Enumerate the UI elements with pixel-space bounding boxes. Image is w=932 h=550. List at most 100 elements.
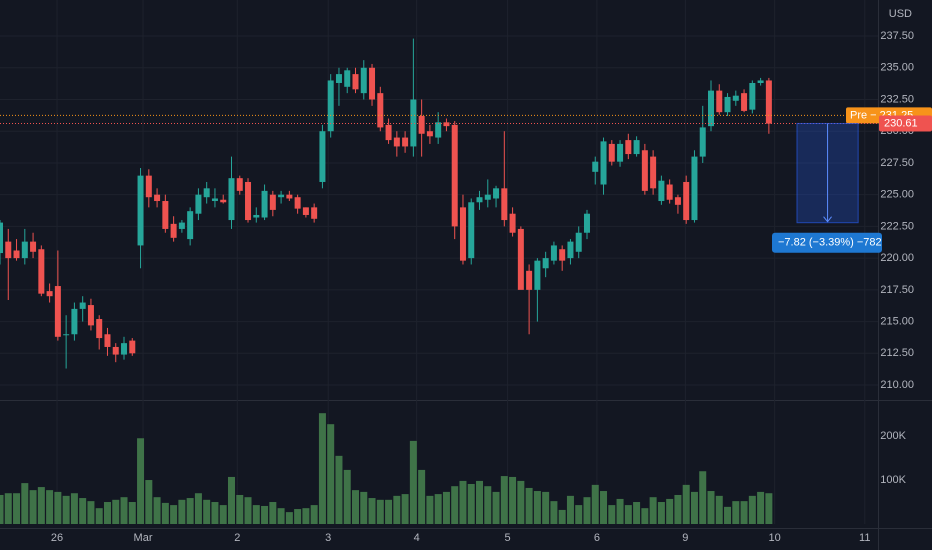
candle-body: [228, 178, 235, 221]
volume-bar: [641, 508, 649, 524]
volume-bar: [236, 494, 244, 524]
volume-bar: [186, 498, 194, 524]
candle-body: [154, 194, 161, 202]
candle-body: [501, 188, 508, 221]
candle-body: [410, 99, 417, 147]
candle-body: [724, 96, 731, 113]
candle-body: [286, 194, 293, 199]
volume-bar: [137, 438, 145, 524]
volume-bar: [277, 508, 285, 524]
volume-bar: [335, 455, 343, 524]
volume-bar: [525, 487, 533, 524]
candle-body: [236, 178, 243, 191]
volume-bar: [327, 424, 335, 524]
candle-body: [633, 140, 640, 155]
volume-bar: [542, 491, 550, 524]
candle-body: [96, 319, 103, 339]
candle-body: [71, 308, 78, 335]
volume-bar: [79, 498, 87, 524]
volume-bar: [103, 502, 111, 524]
volume-bar: [95, 508, 103, 524]
volume-bar: [459, 480, 467, 524]
volume-bar: [442, 491, 450, 524]
volume-bar: [757, 491, 765, 524]
volume-tick-label: 100K: [880, 474, 906, 486]
volume-bar: [252, 505, 260, 524]
candle-body: [732, 95, 739, 101]
candle-body: [294, 197, 301, 209]
candle-body: [21, 241, 28, 259]
candle-body: [608, 143, 615, 162]
candle-body: [121, 343, 128, 355]
y-tick-label: 225.00: [880, 189, 914, 201]
candle-body: [683, 181, 690, 221]
volume-bar: [302, 508, 310, 524]
volume-bar: [748, 495, 756, 524]
volume-bar: [227, 476, 235, 524]
candle-body: [311, 207, 318, 219]
candle-body: [707, 90, 714, 127]
candle-body: [650, 156, 657, 189]
candle-body: [385, 124, 392, 141]
candle-body: [261, 190, 268, 218]
candle-body: [426, 131, 433, 137]
x-tick-label: 26: [51, 532, 63, 544]
volume-bar: [633, 502, 641, 524]
candle-body: [269, 194, 276, 210]
y-tick-label: 232.50: [880, 93, 914, 105]
candle-body: [641, 150, 648, 191]
x-tick-label: Mar: [134, 532, 153, 544]
candle-body: [0, 222, 3, 254]
candle-body: [468, 202, 475, 259]
candle-body: [517, 228, 524, 290]
candle-body: [30, 241, 37, 252]
candle-body: [493, 188, 500, 199]
volume-bar: [765, 493, 773, 524]
candle-body: [617, 143, 624, 162]
currency: USD: [889, 8, 912, 20]
candle-body: [369, 67, 376, 100]
x-tick-label: 9: [682, 532, 688, 544]
candle-body: [187, 211, 194, 240]
volume-bar: [682, 484, 690, 524]
volume-bar: [566, 495, 574, 524]
volume-bar: [261, 505, 269, 524]
candle-body: [79, 302, 86, 309]
volume-bar: [153, 497, 161, 524]
volume-bar: [244, 497, 252, 524]
y-tick-label: 217.50: [880, 284, 914, 296]
candle-body: [716, 90, 723, 113]
volume-bar: [418, 469, 426, 524]
candle-body: [451, 124, 458, 227]
candle-body: [550, 245, 557, 261]
y-tick-label: 227.50: [880, 157, 914, 169]
volume-bar: [616, 498, 624, 524]
candle-body: [674, 197, 681, 205]
volume-bar: [170, 505, 178, 524]
candle-body: [344, 70, 351, 87]
candle-body: [327, 80, 334, 132]
volume-bar: [591, 484, 599, 524]
candle-body: [699, 127, 706, 157]
volume-bar: [368, 498, 376, 524]
volume-bar: [740, 501, 748, 524]
candle-body: [104, 334, 111, 347]
volume-bar: [219, 505, 227, 524]
candle-body: [302, 207, 309, 215]
candle-body: [253, 214, 260, 218]
volume-bar: [13, 493, 21, 524]
volume-bar: [426, 495, 434, 524]
candle-body: [484, 194, 491, 200]
volume-bar: [351, 490, 359, 524]
volume-bar: [476, 480, 484, 524]
candle-body: [526, 270, 533, 290]
candle-body: [129, 340, 136, 354]
volume-bar: [46, 490, 54, 524]
x-tick-label: 6: [594, 532, 600, 544]
candle-body: [476, 197, 483, 203]
candle-body: [13, 250, 20, 259]
volume-bar: [37, 487, 45, 524]
y-tick-label: 215.00: [880, 315, 914, 327]
candle-body: [418, 115, 425, 134]
candle-body: [741, 93, 748, 111]
